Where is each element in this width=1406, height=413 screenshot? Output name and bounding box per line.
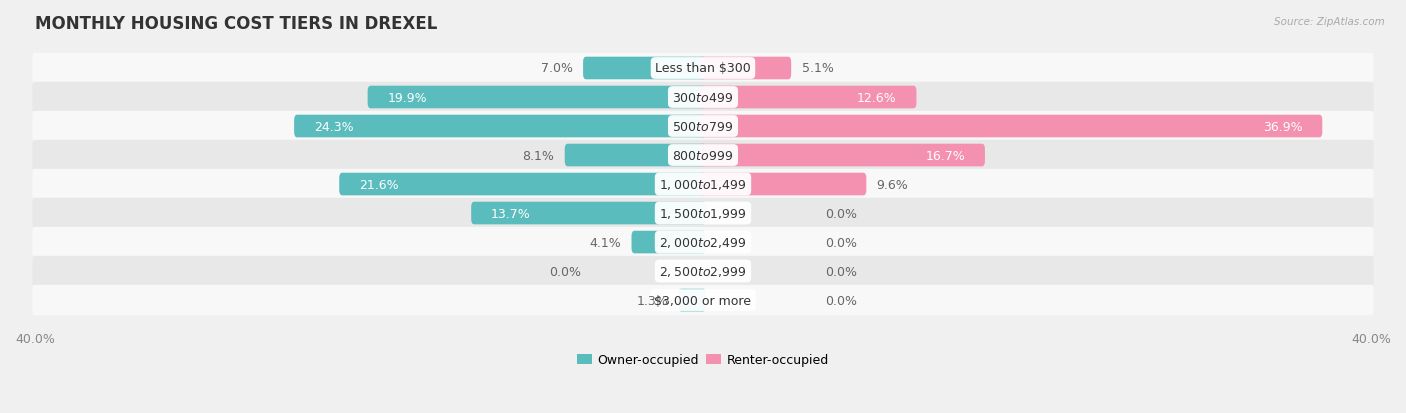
FancyBboxPatch shape [700,57,792,80]
Text: 9.6%: 9.6% [877,178,908,191]
Text: 16.7%: 16.7% [925,149,965,162]
FancyBboxPatch shape [294,115,706,138]
Text: 8.1%: 8.1% [523,149,554,162]
Text: $3,000 or more: $3,000 or more [655,294,751,307]
FancyBboxPatch shape [583,57,706,80]
Text: 0.0%: 0.0% [825,294,856,307]
Text: 24.3%: 24.3% [314,120,353,133]
Text: 7.0%: 7.0% [541,62,572,75]
Text: $500 to $799: $500 to $799 [672,120,734,133]
FancyBboxPatch shape [700,115,1322,138]
FancyBboxPatch shape [32,198,1374,229]
FancyBboxPatch shape [367,86,706,109]
FancyBboxPatch shape [32,227,1374,258]
FancyBboxPatch shape [565,145,706,167]
FancyBboxPatch shape [339,173,706,196]
Text: 19.9%: 19.9% [387,91,427,104]
FancyBboxPatch shape [32,140,1374,171]
FancyBboxPatch shape [32,54,1374,84]
Text: 21.6%: 21.6% [359,178,398,191]
FancyBboxPatch shape [32,256,1374,287]
Text: 12.6%: 12.6% [858,91,897,104]
Text: $1,500 to $1,999: $1,500 to $1,999 [659,206,747,221]
Text: $800 to $999: $800 to $999 [672,149,734,162]
Text: 5.1%: 5.1% [801,62,834,75]
Text: 13.7%: 13.7% [491,207,530,220]
FancyBboxPatch shape [631,231,706,254]
FancyBboxPatch shape [700,145,986,167]
Legend: Owner-occupied, Renter-occupied: Owner-occupied, Renter-occupied [572,348,834,371]
Text: $300 to $499: $300 to $499 [672,91,734,104]
Text: 1.3%: 1.3% [636,294,668,307]
Text: $2,000 to $2,499: $2,000 to $2,499 [659,235,747,249]
Text: 0.0%: 0.0% [550,265,581,278]
Text: 4.1%: 4.1% [589,236,621,249]
Text: $2,500 to $2,999: $2,500 to $2,999 [659,264,747,278]
FancyBboxPatch shape [700,173,866,196]
FancyBboxPatch shape [32,112,1374,142]
Text: 0.0%: 0.0% [825,236,856,249]
FancyBboxPatch shape [32,285,1374,316]
Text: Source: ZipAtlas.com: Source: ZipAtlas.com [1274,17,1385,26]
Text: 0.0%: 0.0% [825,207,856,220]
Text: 36.9%: 36.9% [1263,120,1302,133]
FancyBboxPatch shape [678,289,706,312]
FancyBboxPatch shape [32,169,1374,200]
FancyBboxPatch shape [471,202,706,225]
FancyBboxPatch shape [700,86,917,109]
Text: $1,000 to $1,499: $1,000 to $1,499 [659,178,747,192]
Text: Less than $300: Less than $300 [655,62,751,75]
FancyBboxPatch shape [32,83,1374,113]
Text: MONTHLY HOUSING COST TIERS IN DREXEL: MONTHLY HOUSING COST TIERS IN DREXEL [35,15,437,33]
Text: 0.0%: 0.0% [825,265,856,278]
